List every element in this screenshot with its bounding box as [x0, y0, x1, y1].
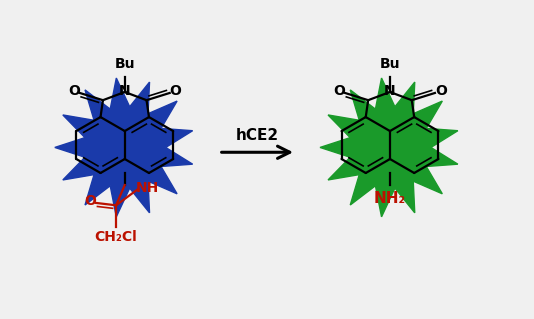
- Text: CH₂Cl: CH₂Cl: [95, 230, 137, 244]
- Text: O: O: [68, 84, 80, 98]
- Text: N: N: [384, 84, 396, 98]
- Text: O: O: [435, 84, 446, 98]
- Text: NH: NH: [135, 181, 159, 195]
- Polygon shape: [55, 78, 193, 217]
- Polygon shape: [320, 78, 458, 217]
- Text: N: N: [119, 84, 130, 98]
- Text: hCE2: hCE2: [236, 128, 279, 143]
- Text: O: O: [170, 84, 182, 98]
- Text: O: O: [333, 84, 345, 98]
- Text: NH₂: NH₂: [374, 190, 406, 205]
- Text: O: O: [84, 194, 96, 208]
- Text: Bu: Bu: [114, 57, 135, 71]
- Text: Bu: Bu: [380, 57, 400, 71]
